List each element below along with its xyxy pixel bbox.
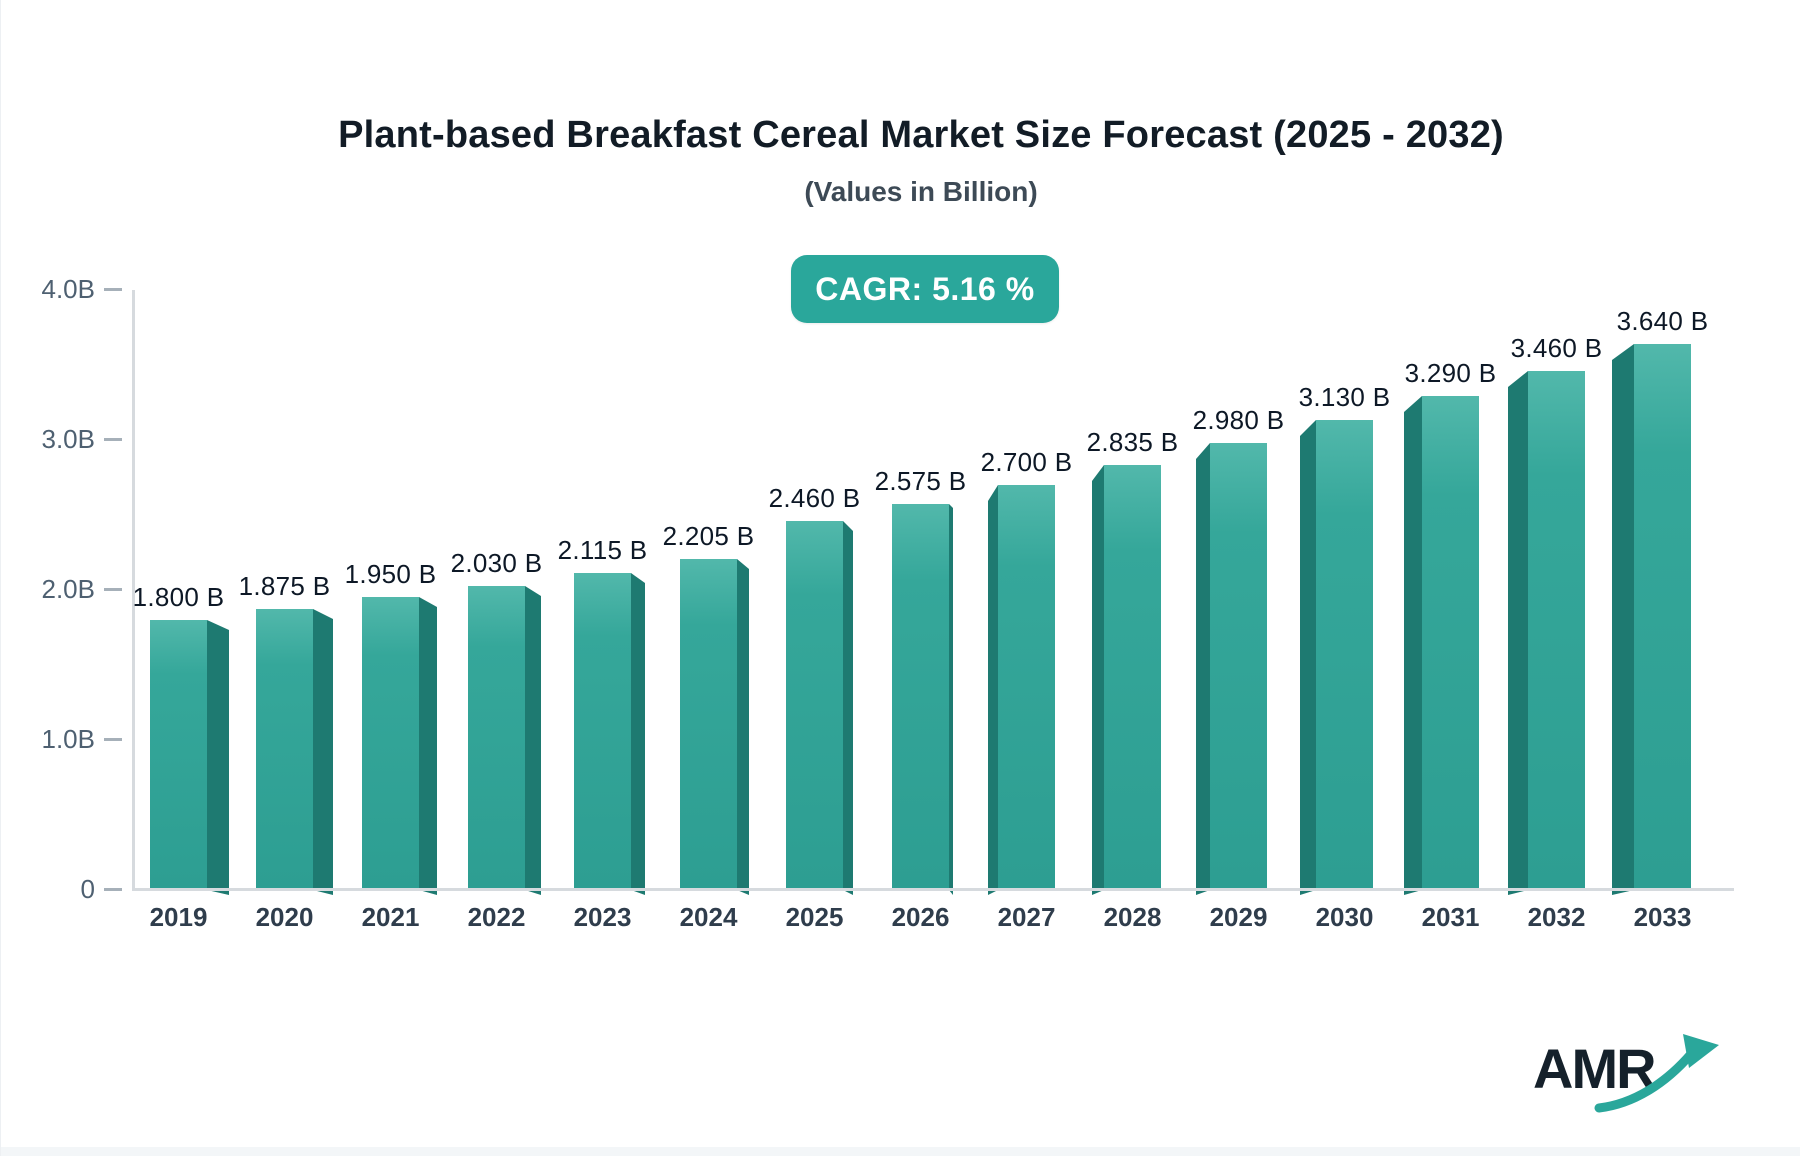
y-axis-tick-label: 2.0B: [41, 574, 96, 604]
bar-value-label: 2.115 B: [557, 535, 648, 565]
bar-3d-side: [1196, 443, 1210, 895]
bar-value-label: 1.875 B: [238, 571, 331, 601]
amr-logo-text: AMR: [1533, 1037, 1657, 1100]
bar-value-label: 2.205 B: [662, 521, 755, 551]
y-axis-tick-label: 3.0B: [41, 424, 96, 454]
bar-3d-side: [1508, 371, 1528, 895]
bar: [362, 597, 419, 890]
amr-logo: AMR: [1533, 1028, 1733, 1123]
bar-3d-side: [419, 597, 437, 895]
x-axis-line: [132, 888, 1734, 891]
bottom-strip: [1, 1147, 1800, 1156]
bar: [150, 620, 207, 890]
growth-arrow-icon: [1594, 1034, 1719, 1113]
bar-3d-side: [1404, 396, 1422, 895]
x-axis-label: 2030: [1315, 902, 1374, 932]
bar: [1316, 420, 1373, 890]
cagr-badge: CAGR: 5.16 %: [791, 255, 1059, 323]
y-axis-tick: [104, 588, 122, 591]
bar: [680, 559, 737, 890]
x-axis-label: 2019: [149, 902, 208, 932]
bar-value-label: 2.700 B: [980, 447, 1073, 477]
x-axis-label: 2025: [785, 902, 844, 932]
bar: [892, 504, 949, 890]
bar: [468, 586, 525, 890]
bar-value-label: 2.980 B: [1192, 405, 1285, 435]
bar-3d-side: [1092, 465, 1104, 895]
bar-value-label: 3.130 B: [1298, 382, 1391, 412]
bar: [1104, 465, 1161, 890]
y-axis-tick: [104, 738, 122, 741]
x-axis-label: 2021: [361, 902, 420, 932]
bar-3d-side: [207, 620, 229, 895]
y-axis-tick: [104, 888, 122, 891]
bar: [1634, 344, 1691, 890]
bar-3d-side: [988, 485, 998, 895]
bar: [1528, 371, 1585, 890]
bar-3d-side: [313, 609, 333, 895]
bar: [574, 573, 631, 890]
y-axis-tick-label: 1.0B: [41, 724, 96, 754]
bar-3d-side: [843, 521, 853, 895]
bar: [786, 521, 843, 890]
x-axis-label: 2028: [1103, 902, 1162, 932]
chart-subtitle: (Values in Billion): [804, 176, 1038, 207]
x-axis-label: 2024: [679, 902, 738, 932]
bar-3d-side: [525, 586, 541, 895]
bar-3d-side: [1300, 420, 1316, 895]
bar-value-label: 3.640 B: [1616, 306, 1709, 336]
x-axis-label: 2033: [1633, 902, 1692, 932]
bar-value-label: 2.460 B: [768, 483, 861, 513]
y-axis-tick: [104, 438, 122, 441]
bar-3d-side: [949, 504, 953, 895]
bar: [1210, 443, 1267, 890]
x-axis-label: 2023: [573, 902, 632, 932]
bar-value-label: 1.950 B: [344, 559, 437, 589]
x-axis-label: 2032: [1527, 902, 1586, 932]
y-axis-tick-label: 4.0B: [41, 274, 96, 304]
bar-value-label: 1.800 B: [132, 582, 225, 612]
chart-title: Plant-based Breakfast Cereal Market Size…: [338, 114, 1504, 156]
x-axis-label: 2031: [1421, 902, 1480, 932]
bar-3d-side: [1612, 344, 1634, 895]
x-axis-label: 2027: [997, 902, 1056, 932]
bar: [1422, 396, 1479, 890]
y-axis-line: [132, 290, 135, 890]
x-axis-label: 2029: [1209, 902, 1268, 932]
x-axis-label: 2026: [891, 902, 950, 932]
bar-3d-side: [631, 573, 645, 895]
bar: [256, 609, 313, 890]
bar-value-label: 2.575 B: [874, 466, 967, 496]
cagr-badge-label: CAGR: 5.16 %: [815, 270, 1035, 307]
y-axis-tick-label: 0: [80, 874, 95, 904]
bar: [998, 485, 1055, 890]
x-axis-label: 2020: [255, 902, 314, 932]
y-axis-tick: [104, 288, 122, 291]
bar-value-label: 2.835 B: [1086, 427, 1179, 457]
bar-value-label: 3.460 B: [1510, 333, 1603, 363]
bar-value-label: 2.030 B: [450, 548, 543, 578]
x-axis-label: 2022: [467, 902, 526, 932]
bar-value-label: 3.290 B: [1404, 358, 1497, 388]
bar-3d-side: [737, 559, 749, 895]
